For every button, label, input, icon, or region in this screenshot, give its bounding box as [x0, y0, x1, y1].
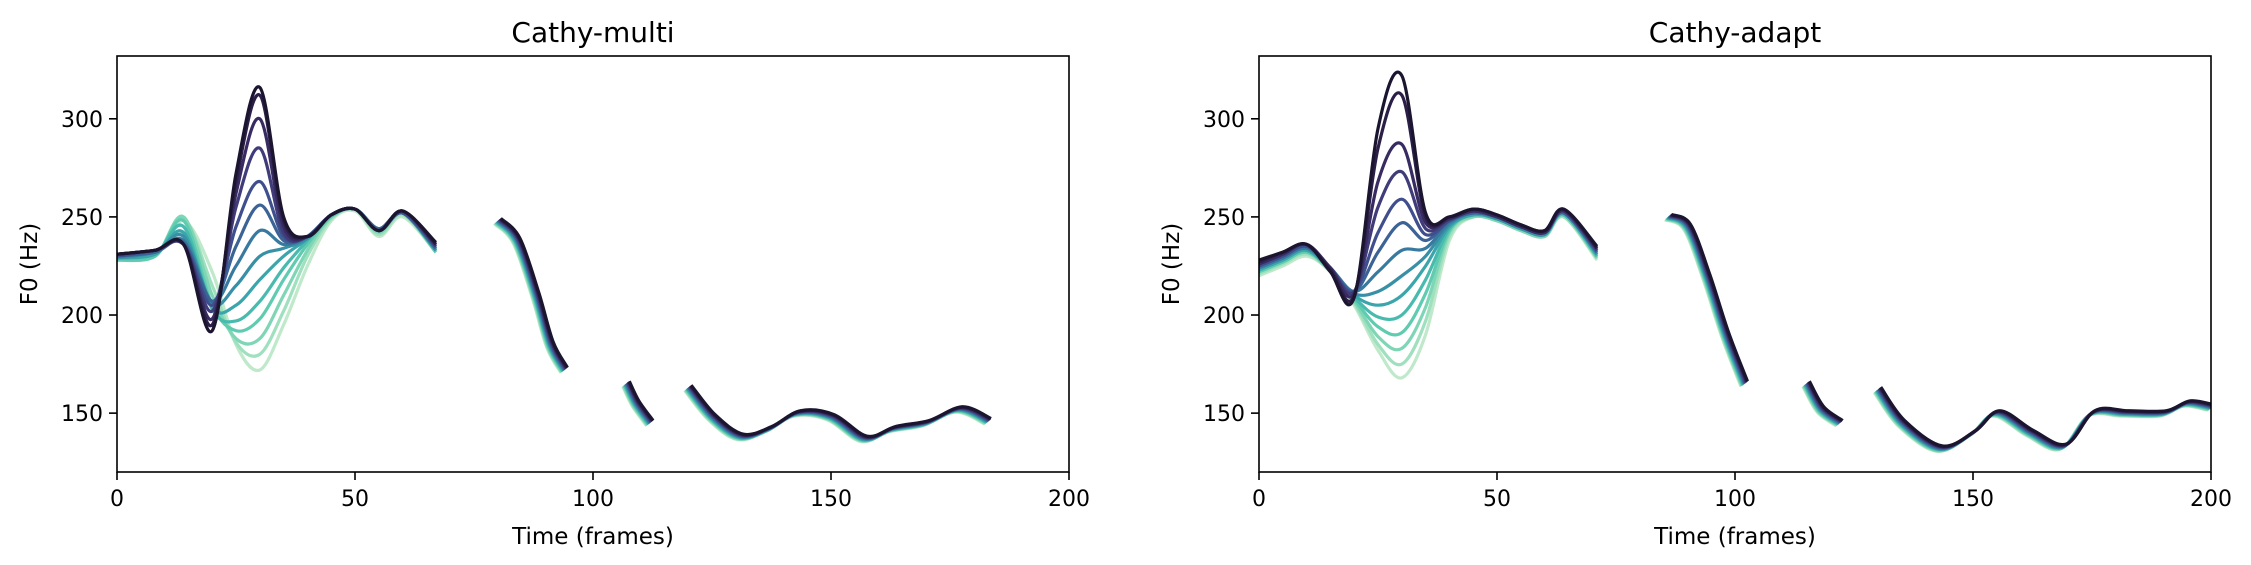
series-7-segment-1	[1667, 215, 1746, 385]
x-tick-label: 100	[1714, 487, 1756, 512]
chart-title: Cathy-multi	[511, 16, 674, 49]
chart-panel-1: 0 50 100 150 200 150 200 250 300 Cathy-multi Time …	[17, 16, 1090, 550]
x-tick-label: 200	[1048, 487, 1090, 512]
x-tick-label: 0	[110, 487, 124, 512]
x-tick-label: 200	[2190, 487, 2232, 512]
series-2-segment-1	[1664, 217, 1743, 387]
axes-frame	[1258, 55, 2212, 473]
y-axis-label: F0 (Hz)	[17, 223, 43, 306]
series-10-segment-1	[1668, 214, 1747, 384]
chart-panel-2: 0 50 100 150 200 150 200 250 300 Cathy-adapt Time …	[1159, 16, 2232, 550]
y-tick-label: 150	[1203, 402, 1245, 427]
x-axis-label: Time (frames)	[511, 524, 674, 550]
x-tick-label: 50	[341, 487, 369, 512]
y-tick-label: 200	[61, 304, 103, 329]
y-tick-label: 250	[61, 206, 103, 231]
series-6-segment-1	[1666, 216, 1745, 386]
y-tick-label: 250	[1203, 206, 1245, 231]
y-tick-label: 150	[61, 402, 103, 427]
x-tick-label: 150	[810, 487, 852, 512]
series-group	[117, 85, 992, 444]
x-tick-label: 0	[1252, 487, 1266, 512]
series-line-3	[117, 206, 438, 346]
series-14-segment-1	[1670, 212, 1749, 382]
series-9-segment-1	[1668, 214, 1747, 384]
series-11-segment-1	[1669, 214, 1748, 384]
series-4-segment-1	[1665, 217, 1744, 386]
x-tick-label: 100	[572, 487, 614, 512]
series-14-segment-1	[499, 217, 569, 369]
series-line-14	[117, 85, 438, 334]
y-tick-label: 300	[1203, 108, 1245, 133]
series-14-segment-3	[1879, 386, 2211, 448]
y-axis-label: F0 (Hz)	[1159, 223, 1185, 306]
x-tick-label: 150	[1952, 487, 1994, 512]
x-axis-label: Time (frames)	[1653, 524, 1816, 550]
series-8-segment-1	[1667, 215, 1746, 385]
series-3-segment-1	[1665, 217, 1744, 387]
series-14-segment-3	[689, 384, 992, 439]
series-5-segment-1	[1666, 216, 1745, 386]
chart-title: Cathy-adapt	[1649, 16, 1821, 49]
series-group	[1259, 70, 2211, 453]
series-1-segment-1	[1664, 218, 1743, 388]
series-line-14	[1259, 70, 1599, 307]
series-14-segment-2	[1807, 380, 1844, 422]
y-tick-label: 200	[1203, 304, 1245, 329]
series-14-segment-2	[627, 380, 655, 422]
x-tick-label: 50	[1483, 487, 1511, 512]
series-line-13	[1259, 91, 1599, 303]
y-tick-label: 300	[61, 108, 103, 133]
